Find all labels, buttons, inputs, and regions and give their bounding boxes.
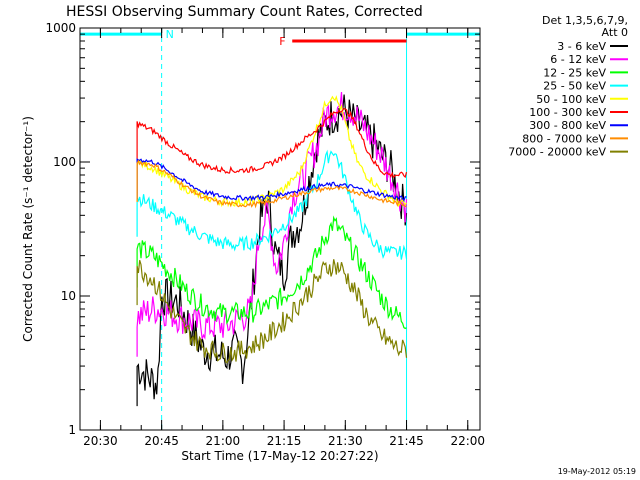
x-tick-label-20:30: 20:30 — [83, 434, 118, 448]
legend-label-7: 300 - 800 keV — [529, 119, 606, 132]
y-tick-label-100: 100 — [53, 155, 76, 169]
annotation-label-F: F — [279, 35, 285, 48]
x-tick-label-21:00: 21:00 — [206, 434, 241, 448]
legend-label-3: 12 - 25 keV — [543, 66, 606, 79]
legend-header-line-1: Det 1,3,5,6,7,9, — [542, 14, 628, 27]
legend-label-8: 800 - 7000 keV — [522, 132, 606, 145]
legend-header-line-2: Att 0 — [602, 26, 628, 39]
x-tick-label-22:00: 22:00 — [450, 434, 485, 448]
y-axis-title: Corrected Count Rate (s⁻¹ detector⁻¹) — [21, 116, 35, 342]
legend-label-6: 100 - 300 keV — [529, 106, 606, 119]
x-tick-label-20:45: 20:45 — [144, 434, 179, 448]
series-line-2 — [136, 91, 408, 357]
series-line-1 — [136, 94, 408, 407]
series-line-9 — [136, 259, 408, 364]
series-line-5 — [136, 95, 407, 208]
y-tick-label-1000: 1000 — [45, 21, 76, 35]
x-axis-title: Start Time (17-May-12 20:27:22) — [181, 449, 378, 463]
series-line-6 — [136, 108, 408, 179]
legend-label-2: 6 - 12 keV — [550, 53, 606, 66]
legend-label-1: 3 - 6 keV — [557, 40, 606, 53]
x-tick-label-21:45: 21:45 — [389, 434, 424, 448]
series-line-4 — [136, 149, 408, 260]
chart-title: HESSI Observing Summary Count Rates, Cor… — [66, 4, 423, 20]
y-tick-label-1: 1 — [68, 423, 76, 437]
x-tick-label-21:30: 21:30 — [328, 434, 363, 448]
series-line-7 — [136, 158, 407, 202]
legend-label-5: 50 - 100 keV — [536, 93, 606, 106]
annotation-label-N: N — [166, 28, 174, 41]
legend-label-4: 25 - 50 keV — [543, 80, 606, 93]
series-line-8 — [136, 159, 407, 209]
x-tick-label-21:15: 21:15 — [267, 434, 302, 448]
footer-timestamp: 19-May-2012 05:19 — [558, 467, 636, 476]
legend-label-9: 7000 - 20000 keV — [508, 146, 606, 159]
plot-frame — [79, 27, 481, 431]
y-tick-label-10: 10 — [61, 289, 76, 303]
series-line-3 — [136, 215, 407, 330]
